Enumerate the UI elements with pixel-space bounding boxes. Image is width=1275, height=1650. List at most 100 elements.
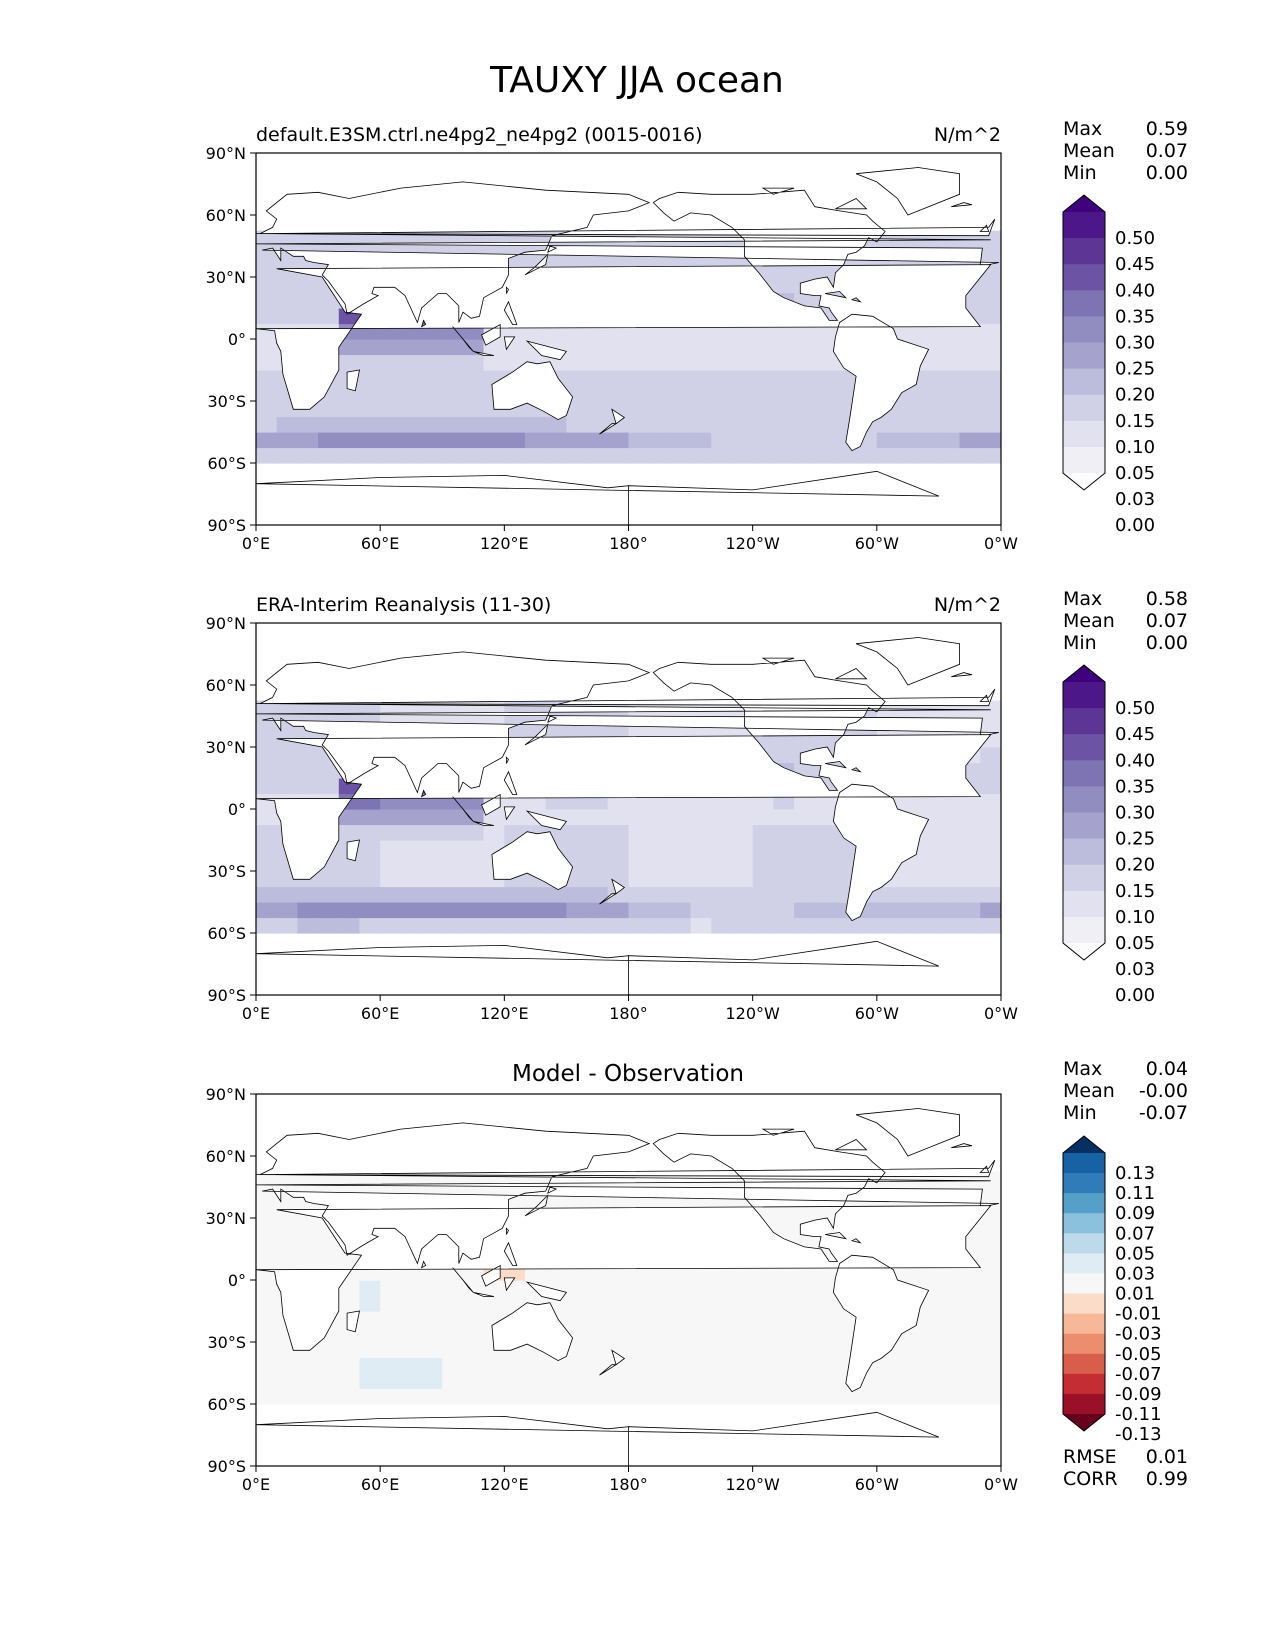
colorbar-swatch xyxy=(1063,760,1105,787)
lat-tick-label: 30°N xyxy=(206,738,246,757)
colorbar-tick-label: 0.50 xyxy=(1115,698,1155,719)
lon-tick-label: 120°E xyxy=(480,1475,529,1494)
lon-tick-label: 120°E xyxy=(480,534,529,553)
lon-tick-label: 180° xyxy=(609,1004,648,1023)
colorbar-tick-label: 0.40 xyxy=(1115,750,1155,771)
lat-tick-label: 90°S xyxy=(207,516,246,535)
stat-mean-label: Mean xyxy=(1063,1080,1115,1102)
colorbar-swatch xyxy=(1063,1153,1105,1174)
lon-tick-label: 0°W xyxy=(984,1475,1018,1494)
lon-tick-label: 120°W xyxy=(725,1004,780,1023)
stat-max-value: 0.58 xyxy=(1146,588,1188,610)
stats-reference: Max Mean Min 0.58 0.07 0.00 xyxy=(1063,588,1188,654)
panel-test: default.E3SM.ctrl.ne4pg2_ne4pg2 (0015-00… xyxy=(206,118,1188,553)
coastline-path xyxy=(256,1108,999,1466)
colorbar-swatch xyxy=(1063,1373,1105,1395)
colorbar-swatch xyxy=(1063,1173,1105,1194)
colorbar-tick-label: 0.13 xyxy=(1115,1163,1155,1184)
lon-tick-label: 60°E xyxy=(361,534,399,553)
lat-tick-label: 90°S xyxy=(207,1457,246,1476)
colorbar-swatch xyxy=(1063,1393,1105,1415)
colorbar-swatch xyxy=(1063,890,1105,918)
colorbar-swatch xyxy=(1063,734,1105,761)
lat-tick-label: 0° xyxy=(228,330,246,349)
colorbar-swatch xyxy=(1063,1353,1105,1375)
stat-corr-label: CORR xyxy=(1063,1468,1118,1490)
colorbar-extend-min xyxy=(1063,473,1105,490)
coastline-path xyxy=(256,167,999,525)
lon-tick-label: 60°W xyxy=(855,1004,899,1023)
lat-tick-label: 30°S xyxy=(207,862,246,881)
lat-tick-label: 0° xyxy=(228,1271,246,1290)
lat-tick-label: 60°N xyxy=(206,206,246,225)
lon-tick-label: 180° xyxy=(609,534,648,553)
lat-tick-label: 30°S xyxy=(207,1333,246,1352)
colorbar-tick-label: 0.25 xyxy=(1115,359,1155,380)
figure-title: TAUXY JJA ocean xyxy=(489,60,784,101)
colorbar-swatch xyxy=(1063,1293,1105,1315)
lon-tick-label: 0°W xyxy=(984,534,1018,553)
lon-tick-label: 180° xyxy=(609,1475,648,1494)
colorbar-swatch xyxy=(1063,1193,1105,1214)
stat-rmse-value: 0.01 xyxy=(1146,1446,1188,1468)
colorbar-tick-label: 0.05 xyxy=(1115,1243,1155,1264)
colorbar-tick-label: 0.15 xyxy=(1115,411,1155,432)
colorbar-reference: 0.50 0.45 0.40 0.35 0.30 0.25 0.20 0.15 0.10 0.05… xyxy=(1062,664,1155,1006)
map-test: 90°N 60°N 30°N 0° 30°S 60°S 90°S0°E 60°E 120°E 18… xyxy=(206,144,1019,553)
stats-test: Max Mean Min 0.59 0.07 0.00 xyxy=(1063,118,1188,184)
stat-mean-value: -0.00 xyxy=(1139,1080,1188,1102)
colorbar-extend-min xyxy=(1063,943,1105,960)
colorbar-swatch xyxy=(1063,786,1105,813)
colorbar-tick-label: 0.35 xyxy=(1115,306,1155,327)
lon-tick-label: 120°W xyxy=(725,1475,780,1494)
colorbar-tick-label: 0.45 xyxy=(1115,254,1155,275)
colorbar-tick-label: -0.05 xyxy=(1115,1344,1162,1365)
lat-tick-label: 90°N xyxy=(206,144,246,163)
stat-max-label: Max xyxy=(1063,1058,1102,1080)
colorbar-extend-min xyxy=(1063,1414,1105,1431)
colorbar-tick-label: 0.45 xyxy=(1115,724,1155,745)
lon-tick-label: 120°E xyxy=(480,1004,529,1023)
lat-tick-label: 90°N xyxy=(206,614,246,633)
panel-test-units: N/m^2 xyxy=(934,124,1001,146)
colorbar-tick-label: 0.09 xyxy=(1115,1203,1155,1224)
stat-mean-value: 0.07 xyxy=(1146,140,1188,162)
panel-reference: ERA-Interim Reanalysis (11-30) N/m^2 90°… xyxy=(206,588,1188,1023)
colorbar-tick-label: 0.00 xyxy=(1115,515,1155,536)
colorbar-tick-label: 0.05 xyxy=(1115,463,1155,484)
colorbar-tick-label: 0.30 xyxy=(1115,803,1155,824)
lat-tick-label: 60°N xyxy=(206,1147,246,1166)
lat-tick-label: 60°S xyxy=(207,1395,246,1414)
panel-difference: Model - Observation 90°N 60°N 30°N 0° 30°S 60… xyxy=(206,1058,1188,1494)
colorbar-swatch xyxy=(1063,1313,1105,1335)
lat-tick-label: 30°N xyxy=(206,1209,246,1228)
stat-max-label: Max xyxy=(1063,588,1102,610)
lon-tick-label: 60°W xyxy=(855,1475,899,1494)
colorbar-tick-label: 0.11 xyxy=(1115,1183,1155,1204)
colorbar-swatch xyxy=(1063,368,1105,396)
colorbar-tick-label: 0.50 xyxy=(1115,228,1155,249)
colorbar-tick-label: 0.35 xyxy=(1115,776,1155,797)
stat-mean-label: Mean xyxy=(1063,610,1115,632)
colorbar-swatch xyxy=(1063,864,1105,892)
colorbar-extend-max xyxy=(1063,1136,1105,1153)
colorbar-swatch xyxy=(1063,838,1105,866)
colorbar-tick-label: -0.11 xyxy=(1115,1404,1162,1425)
colorbar-tick-label: 0.30 xyxy=(1115,333,1155,354)
colorbar-tick-label: 0.00 xyxy=(1115,985,1155,1006)
stats-difference: Max Mean Min 0.04 -0.00 -0.07 RMSE CORR … xyxy=(1063,1058,1188,1490)
stat-corr-value: 0.99 xyxy=(1146,1468,1188,1490)
colorbar-tick-label: -0.07 xyxy=(1115,1364,1162,1385)
colorbar-difference: 0.130.110.090.070.050.030.01-0.01-0.03-0… xyxy=(1062,1135,1162,1445)
colorbar-swatch xyxy=(1063,264,1105,291)
colorbar-tick-label: -0.13 xyxy=(1115,1424,1162,1445)
colorbar-swatch xyxy=(1063,394,1105,422)
colorbar-swatch xyxy=(1063,212,1105,239)
lat-tick-label: 30°N xyxy=(206,268,246,287)
colorbar-tick-label: -0.01 xyxy=(1115,1304,1162,1325)
lon-tick-label: 60°E xyxy=(361,1004,399,1023)
stat-min-label: Min xyxy=(1063,162,1097,184)
colorbar-tick-label: -0.09 xyxy=(1115,1384,1162,1405)
colorbar-swatch xyxy=(1063,446,1105,474)
